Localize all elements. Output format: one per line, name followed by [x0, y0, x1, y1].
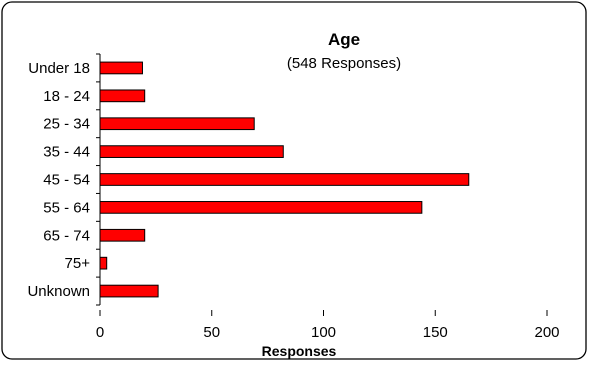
y-tick-label: 35 - 44	[43, 144, 90, 161]
chart-subtitle: (548 Responses)	[287, 55, 401, 72]
y-tick-label: 18 - 24	[43, 88, 90, 105]
bar-75	[99, 256, 108, 270]
bar-45-54	[99, 173, 470, 186]
y-tick-label: 25 - 34	[43, 116, 90, 133]
x-axis-title: Responses	[262, 343, 337, 359]
y-tick-label: 45 - 54	[43, 172, 90, 189]
y-tick-label: Unknown	[27, 283, 90, 300]
chart-title: Age	[328, 30, 360, 49]
y-tick-label: 75+	[65, 255, 91, 272]
x-tick-label: 50	[203, 324, 220, 341]
x-tick-label: 0	[96, 324, 104, 341]
x-tick-label: 200	[534, 324, 559, 341]
bar-35-44	[99, 145, 284, 158]
bar-18-24	[99, 89, 146, 103]
bar-65-74	[99, 228, 146, 242]
bar-under-18	[99, 61, 143, 75]
bar-55-64	[99, 201, 423, 214]
bar-unknown	[99, 284, 159, 298]
bar-25-34	[99, 117, 255, 131]
y-tick-label: 65 - 74	[43, 227, 90, 244]
x-tick-label: 150	[423, 324, 448, 341]
plot-area: 0 50 100 150 200 Under 18 18 - 24 25 - 34 35 - 4…	[27, 53, 560, 341]
y-tick-label: Under 18	[28, 60, 90, 77]
x-tick-label: 100	[311, 324, 336, 341]
y-tick-label: 55 - 64	[43, 199, 90, 216]
